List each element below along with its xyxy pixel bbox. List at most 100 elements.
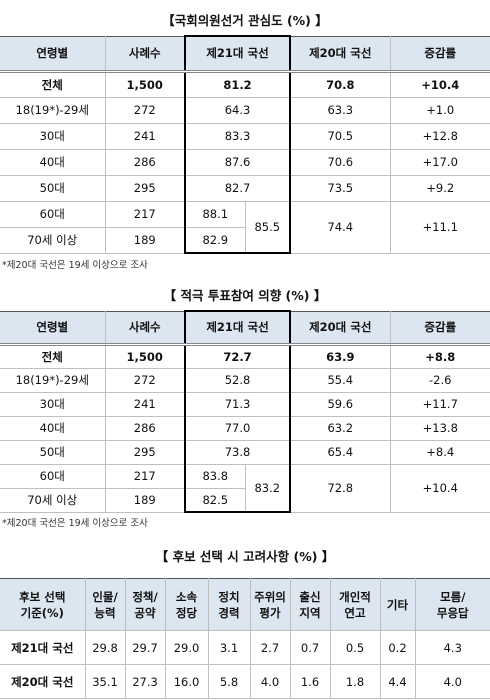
table-row: 70세 이상 189 82.9 bbox=[0, 226, 490, 254]
table-cell: 52.8 bbox=[183, 367, 292, 393]
table-cell: 1,500 bbox=[104, 342, 186, 369]
table-row: 제21대 국선 29.8 29.7 29.0 3.1 2.7 0.7 0.5 0.2 4.3 bbox=[0, 630, 490, 665]
table-cell: 50대 bbox=[0, 439, 106, 465]
table-row: 30대 241 83.3 70.5 +12.8 bbox=[0, 122, 490, 150]
table-cell: 1.8 bbox=[329, 664, 381, 699]
table-note: *제20대 국선은 19세 이상으로 조사 bbox=[2, 260, 148, 271]
table-row: 60대 217 88.1 85.5 74.4 +11.1 bbox=[0, 200, 490, 254]
table-row: 70세 이상 189 82.5 bbox=[0, 487, 490, 513]
header-cell: 증감률 bbox=[389, 310, 490, 345]
header-cell: 후보 선택 기준(%) bbox=[0, 578, 86, 631]
table-cell: +11.1 bbox=[389, 200, 490, 254]
table-cell: 70세 이상 bbox=[0, 487, 106, 513]
table-cell: 0.7 bbox=[289, 630, 331, 665]
table-cell: 64.3 bbox=[183, 96, 292, 124]
table-row: 50대 295 73.8 65.4 +8.4 bbox=[0, 439, 490, 465]
table-title: 【국회의원선거 관심도 (%) 】 bbox=[162, 13, 328, 28]
table-cell: 81.2 bbox=[183, 69, 292, 98]
table-cell: 제20대 국선 bbox=[0, 664, 86, 699]
table-cell: 35.1 bbox=[84, 664, 126, 699]
header-cell: 주위의 평가 bbox=[249, 578, 291, 631]
table-cell: 74.4 bbox=[289, 200, 391, 254]
table-cell: 70.8 bbox=[289, 69, 391, 98]
table-cell: 87.6 bbox=[183, 148, 292, 176]
table-cell: 4.0 bbox=[249, 664, 291, 699]
table-cell: 65.4 bbox=[289, 439, 391, 465]
table-cell: 0.2 bbox=[379, 630, 416, 665]
table-cell: 55.4 bbox=[289, 367, 391, 393]
data-table: 연령별 사례수 제21대 국선 제20대 국선 증감률 전체 1,500 72.7 63.9 +8… bbox=[0, 310, 490, 513]
table-cell: 85.5 bbox=[244, 200, 292, 254]
header-cell: 연령별 bbox=[0, 35, 106, 72]
table-cell: 27.3 bbox=[124, 664, 166, 699]
table-row: 18(19*)-29세 272 64.3 63.3 +1.0 bbox=[0, 96, 490, 124]
table-cell: 0.5 bbox=[329, 630, 381, 665]
table-cell: +10.4 bbox=[389, 463, 490, 513]
table-row: 제20대 국선 35.1 27.3 16.0 5.8 4.0 1.6 1.8 4.4 4.0 bbox=[0, 664, 490, 699]
table-cell: +13.8 bbox=[389, 415, 490, 441]
data-table: 연령별 사례수 제21대 국선 제20대 국선 증감률 전체 1,500 81.2 70.8 +1… bbox=[0, 35, 490, 254]
header-cell: 인물/ 능력 bbox=[84, 578, 126, 631]
table-cell: 73.8 bbox=[183, 439, 292, 465]
table-cell: +8.4 bbox=[389, 439, 490, 465]
header-cell: 증감률 bbox=[389, 35, 490, 72]
table-row: 40대 286 77.0 63.2 +13.8 bbox=[0, 415, 490, 441]
table-cell: 73.5 bbox=[289, 174, 391, 202]
table-cell: 70.6 bbox=[289, 148, 391, 176]
table-cell: 63.9 bbox=[289, 342, 391, 369]
header-cell: 사례수 bbox=[104, 35, 186, 72]
header-row: 연령별 사례수 제21대 국선 제20대 국선 증감률 bbox=[0, 35, 490, 72]
header-cell: 제20대 국선 bbox=[289, 35, 391, 72]
table-row: 60대 217 83.8 83.2 72.8 +10.4 bbox=[0, 463, 490, 513]
table-cell: -2.6 bbox=[389, 367, 490, 393]
table-cell: 30대 bbox=[0, 391, 106, 417]
table-cell: 50대 bbox=[0, 174, 106, 202]
header-cell: 제21대 국선 bbox=[183, 35, 292, 72]
table-cell: 40대 bbox=[0, 148, 106, 176]
table-cell: 272 bbox=[104, 96, 186, 124]
header-cell: 기타 bbox=[379, 578, 416, 631]
header-cell: 소속 정당 bbox=[164, 578, 209, 631]
table-cell: 5.8 bbox=[207, 664, 251, 699]
table-cell: 4.4 bbox=[379, 664, 416, 699]
table-cell: +17.0 bbox=[389, 148, 490, 176]
table-cell: 40대 bbox=[0, 415, 106, 441]
table-cell: 4.0 bbox=[414, 664, 490, 699]
data-table: 후보 선택 기준(%) 인물/ 능력 정책/ 공약 소속 정당 정치 경력 주위의 평가 출… bbox=[0, 578, 490, 699]
header-cell: 개인적 연고 bbox=[329, 578, 381, 631]
table-cell: 286 bbox=[104, 415, 186, 441]
header-row: 연령별 사례수 제21대 국선 제20대 국선 증감률 bbox=[0, 310, 490, 345]
table-cell: 83.8 bbox=[184, 463, 246, 489]
table-row: 40대 286 87.6 70.6 +17.0 bbox=[0, 148, 490, 176]
table-cell: 2.7 bbox=[249, 630, 291, 665]
table-cell: 제21대 국선 bbox=[0, 630, 86, 665]
table-cell: 59.6 bbox=[289, 391, 391, 417]
table-cell: 88.1 bbox=[184, 200, 246, 228]
table-cell: 29.0 bbox=[164, 630, 209, 665]
table-cell: +11.7 bbox=[389, 391, 490, 417]
table-cell: 60대 bbox=[0, 200, 106, 228]
table-cell: 189 bbox=[104, 487, 186, 513]
table-cell: 189 bbox=[104, 226, 186, 254]
table-cell: 83.3 bbox=[183, 122, 292, 150]
table-cell: +9.2 bbox=[389, 174, 490, 202]
table-title: 【 후보 선택 시 고려사항 (%) 】 bbox=[155, 549, 335, 564]
table-cell: 286 bbox=[104, 148, 186, 176]
table-cell: 16.0 bbox=[164, 664, 209, 699]
table-cell: 70.5 bbox=[289, 122, 391, 150]
table-cell: 82.9 bbox=[184, 226, 246, 254]
table-cell: 29.8 bbox=[84, 630, 126, 665]
header-cell: 제20대 국선 bbox=[289, 310, 391, 345]
table-cell: +12.8 bbox=[389, 122, 490, 150]
table-row: 50대 295 82.7 73.5 +9.2 bbox=[0, 174, 490, 202]
table-cell: 72.8 bbox=[289, 463, 391, 513]
table-cell: 63.2 bbox=[289, 415, 391, 441]
table-cell: 1,500 bbox=[104, 69, 186, 98]
table-row: 전체 1,500 72.7 63.9 +8.8 bbox=[0, 342, 490, 369]
table-cell: 295 bbox=[104, 439, 186, 465]
header-cell: 연령별 bbox=[0, 310, 106, 345]
table-cell: 63.3 bbox=[289, 96, 391, 124]
header-cell: 모름/ 무응답 bbox=[414, 578, 490, 631]
table-row: 30대 241 71.3 59.6 +11.7 bbox=[0, 391, 490, 417]
